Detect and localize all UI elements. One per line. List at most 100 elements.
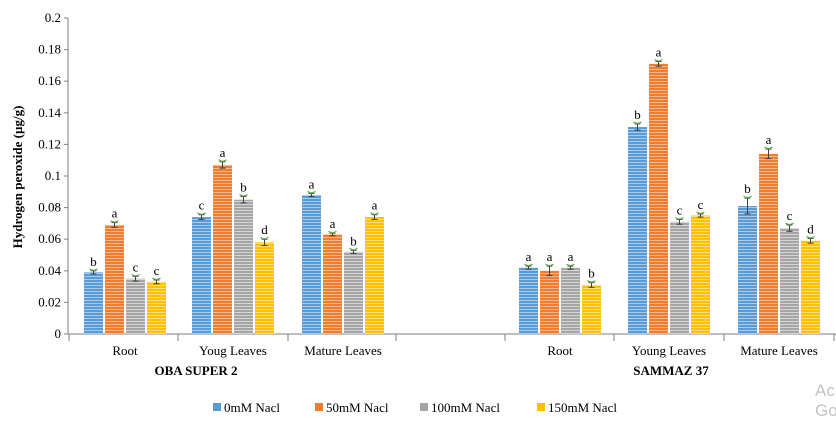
bar [801, 240, 820, 334]
significance-tick [152, 277, 161, 281]
bar [738, 206, 757, 334]
significance-letter: a [220, 145, 226, 160]
y-tick-label: 0.14 [38, 105, 61, 120]
error-bar [260, 236, 269, 247]
significance-tick [587, 280, 596, 283]
y-tick-label: 0.02 [38, 294, 61, 309]
bar [540, 270, 559, 334]
significance-letter: a [547, 249, 553, 264]
group-label: OBA SUPER 2 [154, 363, 237, 378]
significance-tick [545, 263, 554, 267]
legend-swatch [213, 403, 221, 411]
error-bar [328, 230, 337, 237]
significance-letter: a [568, 249, 574, 264]
error-bar [675, 216, 684, 225]
y-tick-label: 0.16 [38, 73, 61, 88]
significance-tick [764, 146, 773, 150]
bar [84, 272, 103, 334]
x-tick-labels: Root Youg Leaves Mature Leaves Root Young Le… [112, 343, 817, 358]
significance-letter: c [154, 263, 160, 278]
bar [561, 267, 580, 334]
significance-letter: a [330, 216, 336, 231]
bar [582, 285, 601, 334]
significance-tick [633, 121, 642, 124]
error-bar [218, 159, 227, 169]
significance-tick [524, 263, 533, 267]
error-bar [566, 263, 575, 270]
significance-tick [89, 268, 98, 271]
error-bar [239, 194, 248, 204]
significance-tick [218, 159, 227, 162]
y-tick-label: 0.1 [45, 168, 61, 183]
significance-tick [131, 273, 140, 277]
legend-swatch [420, 403, 428, 411]
error-bar [89, 268, 98, 275]
significance-tick [239, 194, 248, 197]
y-tick-label: 0 [55, 326, 62, 341]
significance-letter: a [526, 249, 532, 264]
y-tick-label: 0.2 [45, 10, 61, 25]
significance-tick [785, 222, 794, 226]
error-bar [370, 212, 379, 220]
bar [670, 221, 689, 334]
x-tick-label: Root [112, 343, 138, 358]
y-tick-label: 0.12 [38, 136, 61, 151]
bar [323, 234, 342, 334]
significance-tick [696, 211, 705, 215]
error-bar [785, 222, 794, 232]
bar [147, 281, 166, 334]
bar [213, 164, 232, 334]
significance-letter: d [261, 222, 268, 237]
significance-tick [197, 212, 206, 215]
significance-tick [110, 220, 119, 223]
y-axis-label: Hydrogen peroxide (µg/g) [10, 106, 25, 249]
bar [255, 242, 274, 334]
bar [365, 217, 384, 334]
error-bar [197, 212, 206, 220]
group-labels: OBA SUPER 2 SAMMAZ 37 [154, 363, 709, 378]
bar [192, 217, 211, 334]
watermark-line-2: Go [815, 401, 836, 420]
significance-letter: b [350, 233, 357, 248]
error-bar [349, 247, 358, 254]
error-bar [764, 146, 773, 160]
y-tick-label: 0.04 [38, 263, 61, 278]
significance-tick [328, 230, 337, 234]
significance-letter: c [199, 198, 205, 213]
bar [105, 224, 124, 334]
y-tick-label: 0.06 [38, 231, 61, 246]
bar [234, 199, 253, 334]
significance-letter: c [133, 259, 139, 274]
significance-tick [675, 216, 684, 220]
significance-letter: d [807, 221, 814, 236]
legend-swatch [315, 403, 323, 411]
legend-label: 50mM Nacl [326, 400, 389, 415]
bar [302, 194, 321, 334]
legend: 0mM Nacl 50mM Nacl 100mM Nacl 150mM Nacl [213, 400, 617, 415]
x-tick-label: Mature Leaves [740, 343, 818, 358]
error-bar [587, 280, 596, 288]
significance-tick [260, 236, 269, 240]
bar [759, 153, 778, 334]
error-bar [743, 195, 752, 215]
error-bar [307, 190, 316, 198]
significance-tick [654, 58, 663, 62]
significance-tick [806, 235, 815, 239]
significance-letter: a [656, 44, 662, 59]
legend-label: 0mM Nacl [224, 400, 280, 415]
error-bar [524, 263, 533, 270]
error-bar [806, 235, 815, 244]
bar [649, 63, 668, 334]
significance-tick [743, 195, 752, 199]
significance-letter: a [372, 198, 378, 213]
x-tick-label: Root [547, 343, 573, 358]
error-bar [152, 277, 161, 285]
bar [780, 228, 799, 334]
error-bar [131, 273, 140, 282]
error-bar [633, 121, 642, 131]
legend-item: 150mM Nacl [537, 400, 617, 415]
y-tick-label: 0.18 [38, 42, 61, 57]
significance-letter: b [588, 266, 595, 281]
